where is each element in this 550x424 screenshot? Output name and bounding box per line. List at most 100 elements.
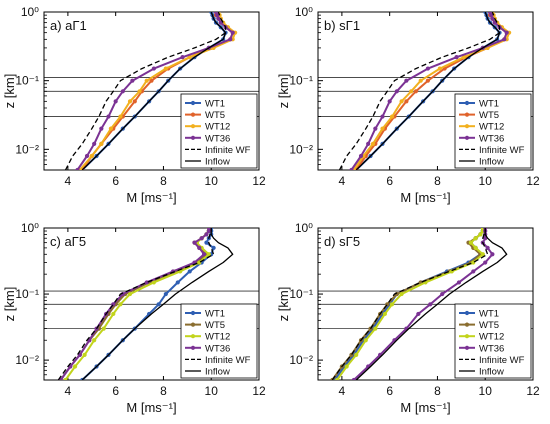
y-tick-label: 10⁻²	[15, 142, 39, 156]
data-point	[399, 291, 404, 297]
data-point	[84, 153, 90, 159]
data-point	[187, 269, 192, 274]
data-point	[485, 245, 490, 250]
x-tick-label: 6	[386, 384, 393, 398]
series-infinite-wf	[64, 12, 227, 170]
x-tick-label: 8	[434, 174, 441, 188]
legend-marker	[190, 345, 196, 350]
x-tick-label: 6	[386, 174, 393, 188]
legend-entry-label: Infinite WF	[205, 145, 251, 156]
data-point	[473, 236, 478, 241]
legend-marker	[464, 124, 470, 129]
series-line	[338, 12, 501, 170]
data-point	[454, 55, 459, 60]
data-point	[437, 66, 442, 71]
data-point	[118, 114, 123, 119]
legend-entry-label: Inflow	[479, 367, 504, 378]
data-point	[483, 260, 488, 265]
data-point	[468, 240, 473, 245]
y-tick-label: 10⁻¹	[289, 74, 313, 88]
data-point	[351, 377, 356, 380]
legend-box	[454, 303, 532, 379]
data-point	[363, 338, 368, 343]
x-tick-label: 10	[479, 174, 493, 188]
data-point	[382, 311, 387, 317]
data-point	[440, 291, 445, 297]
y-tick-label: 10⁻¹	[15, 74, 39, 88]
data-point	[370, 141, 376, 146]
legend-marker	[190, 112, 196, 117]
data-point	[197, 245, 202, 250]
data-point	[127, 99, 133, 104]
legend-entry-label: WT36	[205, 133, 230, 144]
y-tick-label: 10⁰	[21, 5, 39, 19]
data-point	[75, 167, 80, 170]
legend-entry-label: WT12	[479, 122, 504, 133]
legend-marker	[464, 112, 470, 117]
data-point	[144, 78, 149, 83]
data-point	[118, 302, 123, 307]
data-point	[349, 167, 354, 170]
x-tick-label: 4	[339, 174, 346, 188]
series-wt12	[335, 228, 485, 380]
data-point	[149, 78, 154, 83]
legend-marker	[190, 100, 196, 106]
data-point	[413, 89, 419, 94]
data-point	[89, 153, 94, 159]
legend-marker	[464, 310, 470, 316]
legend-marker	[464, 334, 470, 339]
y-tick-label: 10⁰	[21, 221, 39, 235]
data-point	[335, 377, 340, 380]
data-point	[478, 232, 483, 237]
series-wt36	[75, 12, 235, 170]
data-point	[358, 153, 364, 159]
data-point	[394, 89, 399, 94]
chart-panel-1: 4 6 8 10 12 10⁰ 10⁻¹ 10⁻² M [ms⁻¹] z [km] a) aΓ1 WT…	[2, 5, 266, 205]
data-point	[101, 326, 106, 331]
series-line	[81, 228, 234, 380]
legend-entry-label: Inflow	[205, 367, 230, 378]
data-point	[163, 66, 168, 71]
series-line	[81, 12, 227, 170]
series-inflow	[81, 228, 234, 380]
data-point	[204, 232, 209, 237]
data-point	[230, 30, 235, 35]
y-tick-label: 10⁻¹	[15, 287, 39, 301]
data-point	[130, 78, 135, 83]
data-point	[206, 252, 211, 257]
y-tick-label: 10⁰	[295, 5, 313, 19]
data-point	[366, 141, 371, 146]
data-point	[404, 78, 409, 83]
data-point	[151, 280, 156, 285]
x-tick-label: 6	[112, 174, 119, 188]
y-tick-label: 10⁻²	[289, 142, 313, 156]
x-axis-label: M [ms⁻¹]	[126, 190, 176, 205]
plot-area	[57, 228, 234, 380]
data-point	[502, 37, 507, 42]
x-tick-label: 4	[65, 174, 72, 188]
data-point	[163, 291, 168, 297]
plot-area	[338, 12, 512, 170]
data-point	[389, 114, 395, 119]
data-point	[127, 291, 133, 297]
x-tick-label: 12	[526, 174, 540, 188]
x-tick-label: 12	[526, 384, 540, 398]
data-point	[404, 99, 409, 104]
legend-entry-label: WT12	[479, 332, 504, 343]
x-tick-label: 8	[434, 384, 441, 398]
data-point	[473, 245, 478, 250]
legend-entry-label: WT5	[479, 320, 499, 331]
series-line	[355, 228, 508, 380]
series-line	[331, 228, 489, 380]
data-point	[199, 236, 204, 241]
legend-entry-label: Infinite WF	[479, 355, 525, 366]
x-axis-label: M [ms⁻¹]	[400, 190, 450, 205]
legend-marker	[190, 135, 196, 140]
legend-entry-label: WT1	[479, 99, 499, 110]
panel-label: d) sΓ5	[324, 234, 360, 249]
y-tick-label: 10⁰	[295, 221, 313, 235]
plot-area	[330, 228, 508, 380]
data-point	[216, 16, 221, 21]
legend-entry-label: WT1	[205, 309, 225, 320]
